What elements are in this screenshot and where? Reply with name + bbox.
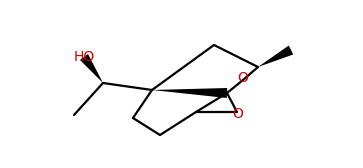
Polygon shape: [80, 54, 103, 83]
Polygon shape: [152, 88, 227, 98]
Polygon shape: [258, 46, 293, 67]
Text: O: O: [237, 71, 248, 85]
Text: O: O: [233, 107, 244, 121]
Text: HO: HO: [73, 50, 95, 64]
